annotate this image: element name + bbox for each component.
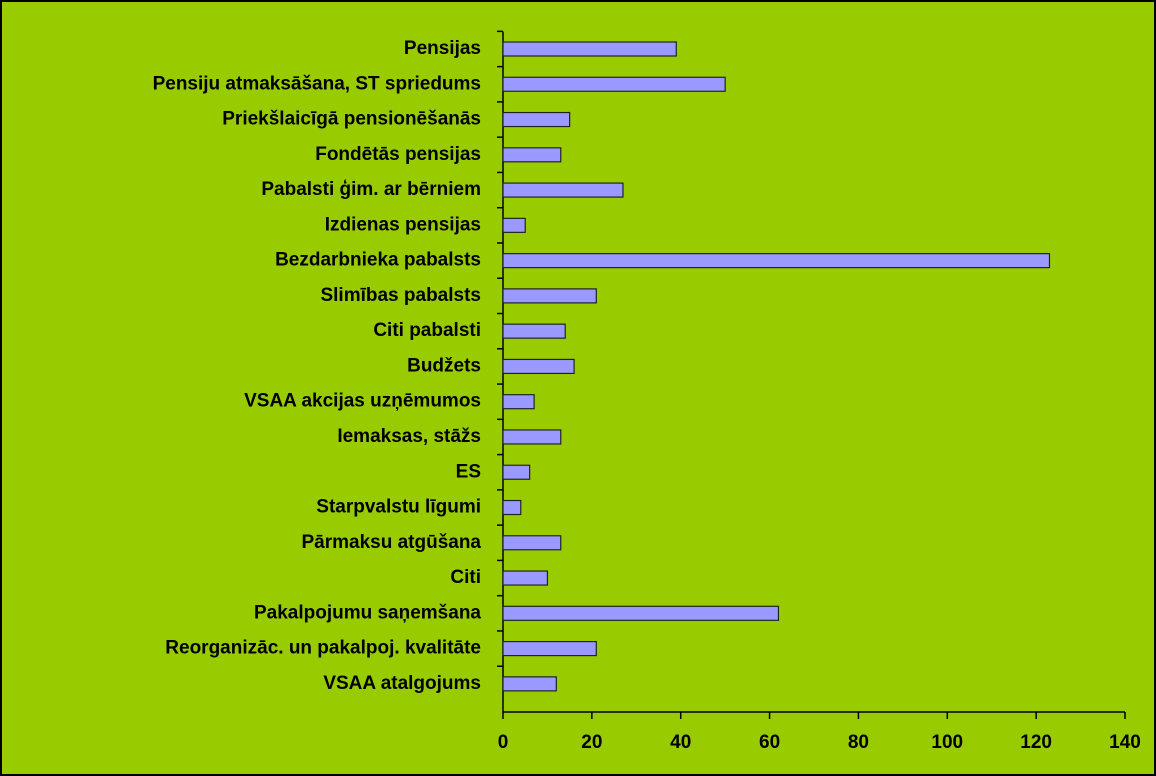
- y-tick-label: VSAA akcijas uzņēmumos: [244, 391, 481, 412]
- y-tick-label: ES: [456, 461, 481, 482]
- y-tick-label: Fondētās pensijas: [315, 144, 481, 165]
- bar: [502, 288, 597, 304]
- y-tick-label: Pakalpojumu saņemšana: [254, 602, 481, 623]
- x-tick-label: 20: [581, 732, 602, 753]
- bar: [502, 253, 1051, 269]
- x-tick-label: 140: [1109, 732, 1141, 753]
- bar: [502, 76, 726, 92]
- x-tick-label: 100: [931, 732, 963, 753]
- bar: [502, 147, 562, 163]
- y-tick-label: Pensiju atmaksāšana, ST spriedums: [153, 73, 481, 94]
- x-tick-label: 60: [759, 732, 780, 753]
- y-tick-label: Bezdarbnieka pabalsts: [275, 250, 481, 271]
- y-tick-label: VSAA atalgojums: [323, 673, 481, 694]
- bar: [502, 570, 549, 586]
- y-tick-label: Starpvalstu līgumi: [316, 497, 481, 518]
- y-tick-label: Slimības pabalsts: [320, 285, 481, 306]
- x-tick-label: 40: [670, 732, 691, 753]
- y-tick-label: Priekšlaicīgā pensionēšanās: [222, 109, 481, 130]
- y-tick-label: Izdienas pensijas: [325, 214, 481, 235]
- bar: [502, 676, 557, 692]
- bar: [502, 358, 575, 375]
- y-tick-label: Pabalsti ģim. ar bērniem: [261, 179, 481, 200]
- bar: [502, 535, 562, 551]
- y-tick-label: Iemaksas, stāžs: [337, 426, 481, 447]
- bar: [502, 111, 571, 128]
- bar: [502, 640, 597, 657]
- bar: [502, 394, 535, 410]
- x-tick-label: 120: [1020, 732, 1052, 753]
- bar: [502, 499, 522, 516]
- bar: [502, 217, 526, 233]
- x-tick-label: 0: [498, 732, 509, 753]
- y-tick-label: Budžets: [407, 355, 481, 376]
- y-tick-label: Citi pabalsti: [373, 320, 481, 341]
- y-tick-label: Citi: [450, 567, 481, 588]
- y-tick-label: Pensijas: [404, 38, 481, 59]
- bar: [502, 182, 624, 198]
- x-tick-label: 80: [848, 732, 869, 753]
- bar: [502, 323, 566, 339]
- bar: [502, 429, 562, 445]
- y-tick-label: Pārmaksu atgūšana: [301, 532, 481, 553]
- bar: [502, 41, 677, 57]
- bar: [502, 605, 780, 621]
- bar: [502, 464, 531, 480]
- y-tick-label: Reorganizāc. un pakalpoj. kvalitāte: [165, 638, 481, 659]
